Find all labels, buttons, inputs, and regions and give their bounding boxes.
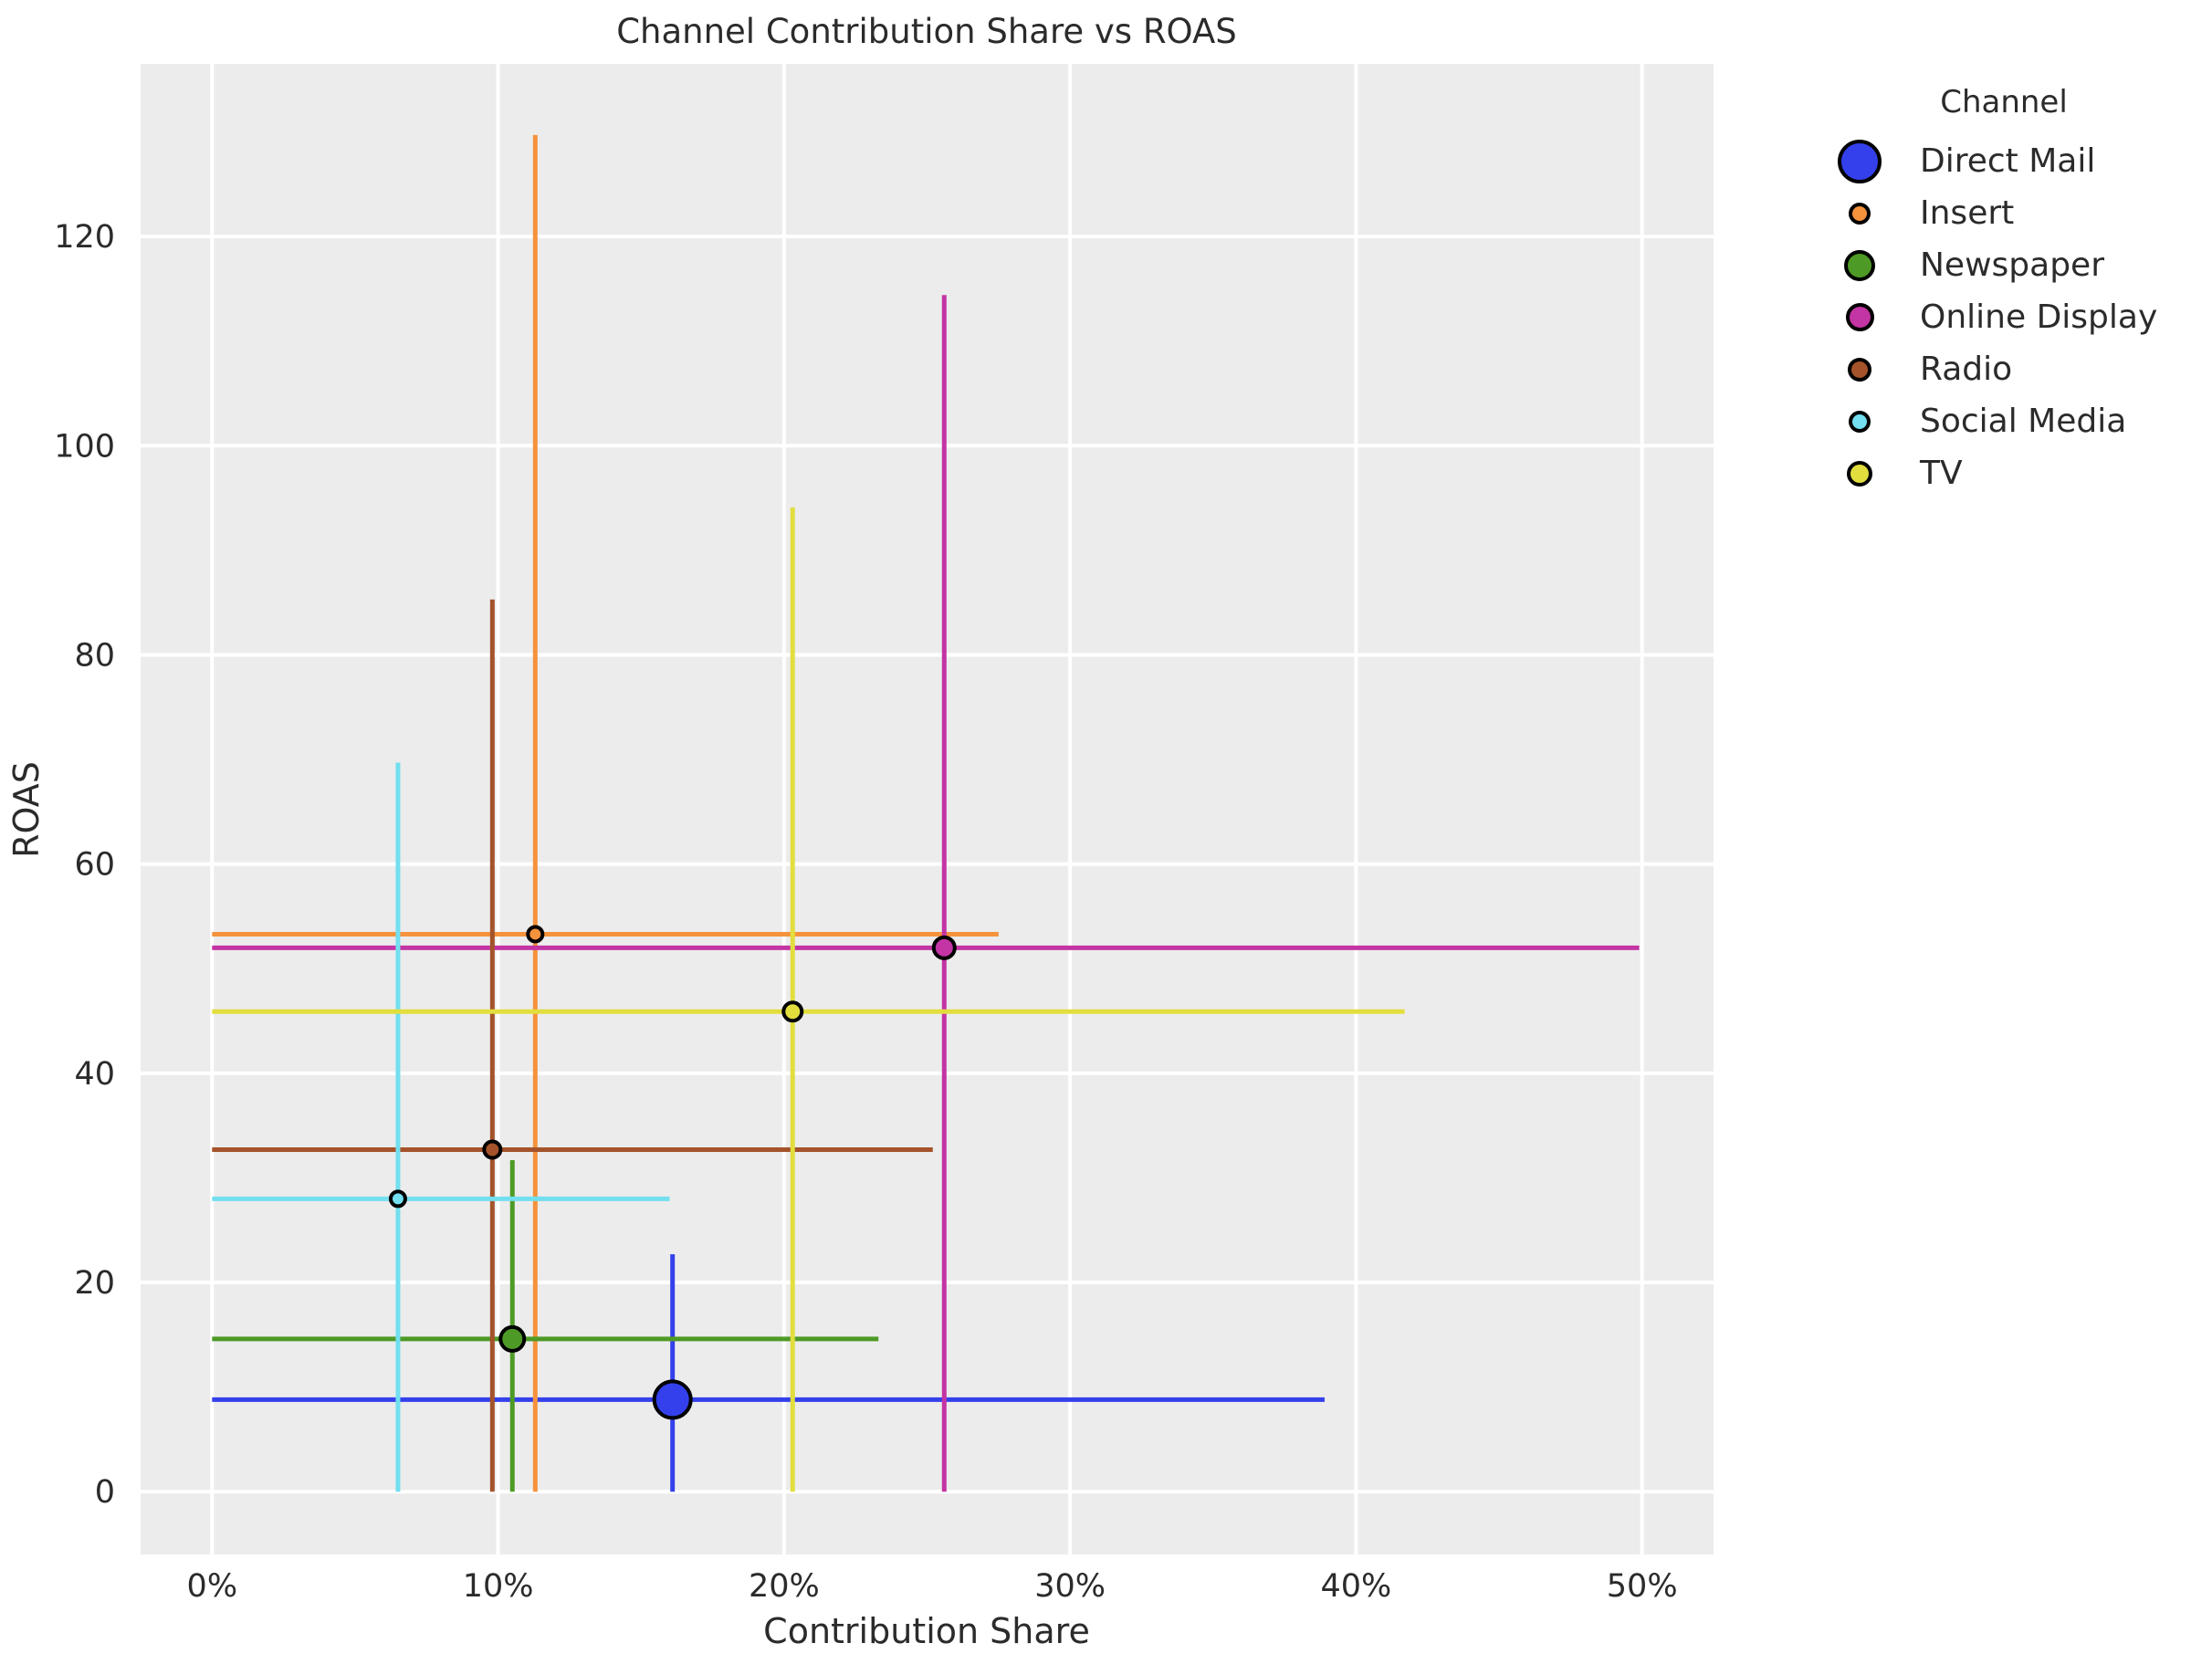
data-point-radio xyxy=(482,1139,503,1160)
x-tick-label: 50% xyxy=(1607,1568,1678,1605)
legend-item-social-media: Social Media xyxy=(1812,395,2196,447)
legend-marker-circle-icon xyxy=(1849,410,1871,433)
y-tick-label: 0 xyxy=(95,1474,115,1511)
x-tick-label: 20% xyxy=(749,1568,820,1605)
x-tick-label: 40% xyxy=(1321,1568,1392,1605)
legend-marker-circle-icon xyxy=(1849,202,1871,225)
data-point-insert xyxy=(526,925,545,944)
y-tick-label: 80 xyxy=(74,637,115,674)
x-tick-label: 10% xyxy=(463,1568,534,1605)
legend-item-newspaper: Newspaper xyxy=(1812,239,2196,291)
data-point-direct-mail xyxy=(652,1379,693,1420)
legend-marker-cell xyxy=(1812,202,1907,225)
plot-area xyxy=(141,64,1714,1554)
legend-item-label: Online Display xyxy=(1920,298,2158,336)
legend-marker-cell xyxy=(1812,303,1907,331)
legend: Channel Direct Mail Insert Newspaper Online… xyxy=(1812,82,2196,499)
legend-marker-cell xyxy=(1812,249,1907,281)
legend-marker-circle-icon xyxy=(1845,303,1874,331)
legend-item-direct-mail: Direct Mail xyxy=(1812,135,2196,187)
legend-item-label: Insert xyxy=(1920,194,2015,232)
legend-item-radio: Radio xyxy=(1812,343,2196,395)
legend-item-label: Radio xyxy=(1920,351,2013,388)
legend-marker-circle-icon xyxy=(1844,249,1875,281)
legend-item-tv: TV xyxy=(1812,447,2196,499)
y-tick-label: 20 xyxy=(74,1265,115,1302)
data-point-tv xyxy=(781,1000,804,1023)
legend-item-label: Direct Mail xyxy=(1920,142,2096,180)
legend-item-insert: Insert xyxy=(1812,187,2196,239)
y-tick-label: 100 xyxy=(54,428,115,465)
legend-items: Direct Mail Insert Newspaper Online Display… xyxy=(1812,135,2196,499)
x-tick-label: 0% xyxy=(187,1568,238,1605)
legend-marker-cell xyxy=(1812,460,1907,487)
x-axis-label: Contribution Share xyxy=(763,1611,1090,1651)
y-tick-label: 40 xyxy=(74,1056,115,1093)
legend-item-label: TV xyxy=(1920,455,1963,492)
data-point-social-media xyxy=(388,1189,407,1209)
legend-item-label: Newspaper xyxy=(1920,246,2104,284)
legend-title: Channel xyxy=(1940,84,2068,120)
legend-marker-cell xyxy=(1812,357,1907,382)
legend-item-online-display: Online Display xyxy=(1812,291,2196,343)
y-axis-label: ROAS xyxy=(6,761,47,858)
plot-layer: 0% 10% 20% 30% 40% 50% 0 20 40 60 80 100 120 xyxy=(54,64,1714,1605)
data-point-newspaper xyxy=(498,1324,527,1353)
legend-marker-circle-icon xyxy=(1847,460,1872,487)
data-point-online-display xyxy=(931,935,957,960)
y-tick-label: 60 xyxy=(74,847,115,884)
legend-marker-circle-icon xyxy=(1848,357,1871,382)
y-tick-label: 120 xyxy=(54,219,115,256)
legend-marker-cell xyxy=(1812,139,1907,183)
legend-marker-cell xyxy=(1812,410,1907,433)
x-tick-label: 30% xyxy=(1034,1568,1106,1605)
legend-item-label: Social Media xyxy=(1920,403,2127,440)
chart-title: Channel Contribution Share vs ROAS xyxy=(616,12,1237,51)
legend-marker-circle-icon xyxy=(1838,139,1882,183)
